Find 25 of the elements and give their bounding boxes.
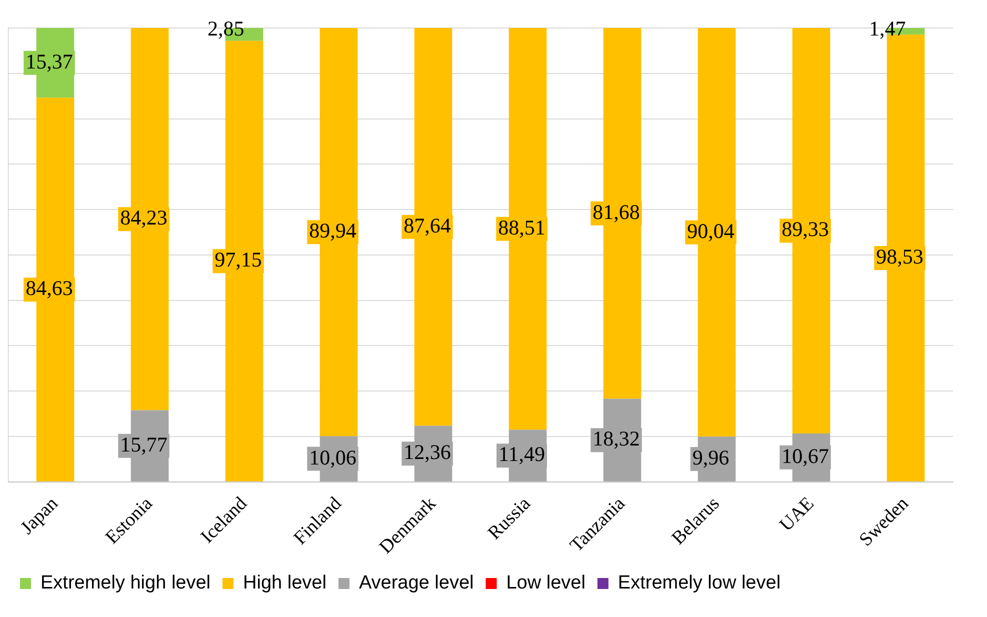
data-label: 89,94 [309, 218, 357, 243]
data-label: 9,96 [692, 446, 730, 470]
data-label: 15,77 [120, 432, 168, 456]
legend-label: High level [243, 572, 326, 594]
data-label: 81,68 [592, 200, 640, 224]
data-label: 15,37 [26, 49, 73, 74]
data-label: 90,04 [687, 218, 735, 243]
data-label: 10,06 [309, 445, 356, 470]
legend-label: Low level [506, 572, 586, 594]
data-label: 10,67 [782, 444, 829, 468]
legend-label: Average level [358, 572, 474, 594]
data-label: 87,64 [404, 213, 452, 238]
legend-label: Extremely low level [618, 572, 781, 594]
legend-label: Extremely high level [40, 572, 211, 594]
data-label: 89,33 [782, 217, 829, 242]
data-label: 2,85 [208, 16, 244, 41]
data-label: 1,47 [869, 16, 906, 41]
data-label: 88,51 [498, 215, 546, 240]
data-label: 84,23 [120, 206, 168, 230]
data-label: 84,63 [26, 276, 73, 300]
data-label: 18,32 [592, 426, 640, 451]
data-label: 97,15 [214, 248, 262, 272]
data-label: 12,36 [404, 440, 451, 464]
data-label: 11,49 [498, 442, 545, 466]
data-label: 98,53 [876, 244, 924, 269]
